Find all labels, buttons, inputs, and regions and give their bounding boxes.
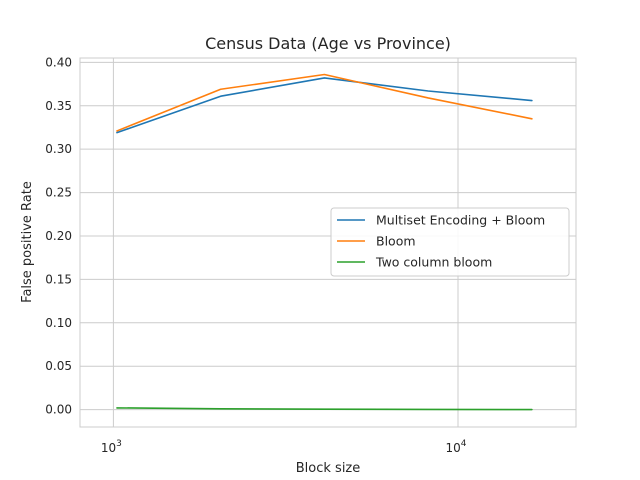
series-line-1 (116, 77, 533, 134)
chart-title: Census Data (Age vs Province) (205, 34, 451, 53)
y-tick-label: 0.15 (45, 272, 72, 286)
x-tick-base: 10 (101, 441, 116, 455)
x-tick-exponent: 4 (461, 439, 467, 449)
x-tick-labels: 103 104 (101, 439, 467, 455)
x-tick-base: 10 (445, 441, 460, 455)
y-tick-label: 0.30 (45, 142, 72, 156)
x-tick-label: 103 (101, 439, 122, 455)
series-line-3 (116, 407, 533, 411)
y-tick-label: 0.10 (45, 316, 72, 330)
y-tick-label: 0.20 (45, 229, 72, 243)
x-tick-label: 104 (445, 439, 466, 455)
legend: Multiset Encoding + Bloom Bloom Two column… (330, 207, 570, 277)
legend-label: Multiset Encoding + Bloom (376, 213, 545, 228)
y-tick-label: 0.25 (45, 186, 72, 200)
y-tick-label: 0.00 (45, 403, 72, 417)
x-axis-label: Block size (296, 461, 361, 476)
series-lines (116, 73, 533, 411)
legend-label: Two column bloom (375, 255, 492, 270)
legend-box (330, 207, 570, 277)
series-line-2 (116, 73, 533, 132)
y-tick-label: 0.40 (45, 55, 72, 69)
y-tick-label: 0.05 (45, 359, 72, 373)
y-tick-label: 0.35 (45, 99, 72, 113)
legend-label: Bloom (376, 234, 416, 249)
y-axis-label: False positive Rate (20, 181, 35, 303)
y-tick-labels: 0.00 0.05 0.10 0.15 0.20 0.25 0.30 0.35 0.40 (45, 55, 72, 416)
plot-border (79, 57, 577, 428)
x-tick-exponent: 3 (116, 439, 122, 449)
